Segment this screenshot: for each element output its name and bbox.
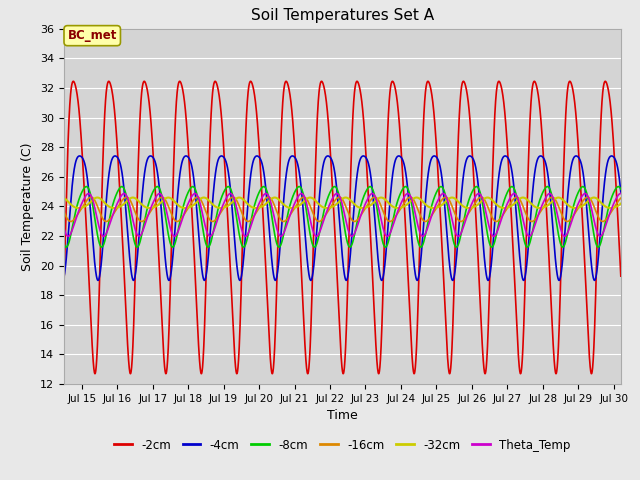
-2cm — [273, 275, 281, 281]
-16cm — [161, 197, 169, 203]
-16cm — [528, 218, 536, 224]
Line: -32cm: -32cm — [64, 198, 621, 208]
Theta_Temp — [617, 191, 625, 196]
-4cm — [161, 256, 169, 262]
-32cm — [536, 205, 543, 211]
Theta_Temp — [561, 233, 568, 239]
-2cm — [161, 368, 169, 374]
Title: Soil Temperatures Set A: Soil Temperatures Set A — [251, 9, 434, 24]
-2cm — [394, 107, 402, 113]
Theta_Temp — [273, 225, 280, 231]
-16cm — [617, 195, 625, 201]
-8cm — [617, 186, 625, 192]
Theta_Temp — [422, 229, 430, 235]
Theta_Temp — [617, 191, 625, 196]
Line: -2cm: -2cm — [64, 81, 621, 374]
-16cm — [60, 209, 68, 215]
Theta_Temp — [518, 211, 525, 217]
-4cm — [394, 153, 402, 159]
-4cm — [76, 153, 83, 159]
-4cm — [617, 189, 625, 195]
-4cm — [484, 277, 492, 283]
-8cm — [394, 197, 402, 203]
-32cm — [422, 202, 430, 208]
-2cm — [422, 83, 430, 88]
Line: -8cm: -8cm — [64, 187, 621, 247]
-2cm — [60, 281, 68, 287]
-8cm — [161, 212, 169, 218]
-8cm — [518, 226, 526, 232]
-4cm — [518, 273, 526, 279]
Theta_Temp — [161, 203, 169, 208]
-8cm — [260, 184, 268, 190]
-16cm — [394, 210, 402, 216]
-8cm — [273, 241, 281, 247]
-16cm — [518, 201, 525, 206]
Line: Theta_Temp: Theta_Temp — [64, 193, 621, 236]
-32cm — [394, 205, 402, 211]
-32cm — [476, 200, 483, 206]
-4cm — [476, 196, 483, 202]
Theta_Temp — [60, 226, 68, 231]
Line: -16cm: -16cm — [64, 197, 621, 221]
Text: BC_met: BC_met — [68, 29, 117, 42]
-8cm — [422, 228, 430, 233]
-16cm — [422, 218, 430, 224]
-2cm — [476, 289, 483, 295]
X-axis label: Time: Time — [327, 409, 358, 422]
-32cm — [60, 195, 68, 201]
Y-axis label: Soil Temperature (C): Soil Temperature (C) — [22, 142, 35, 271]
Legend: -2cm, -4cm, -8cm, -16cm, -32cm, Theta_Temp: -2cm, -4cm, -8cm, -16cm, -32cm, Theta_Te… — [109, 434, 575, 456]
-4cm — [60, 274, 68, 280]
-32cm — [518, 195, 525, 201]
Theta_Temp — [394, 208, 402, 214]
-16cm — [193, 194, 201, 200]
-32cm — [273, 195, 280, 201]
Theta_Temp — [476, 191, 483, 197]
-8cm — [476, 188, 483, 194]
-2cm — [518, 361, 526, 367]
-8cm — [62, 244, 70, 250]
-4cm — [422, 189, 430, 195]
-16cm — [476, 195, 483, 201]
-32cm — [484, 195, 492, 201]
-32cm — [617, 201, 625, 206]
-16cm — [273, 209, 281, 215]
-8cm — [60, 240, 68, 246]
-2cm — [617, 273, 625, 279]
-2cm — [268, 371, 276, 377]
-32cm — [161, 196, 169, 202]
Line: -4cm: -4cm — [64, 156, 621, 280]
-2cm — [211, 78, 219, 84]
-4cm — [273, 274, 281, 279]
